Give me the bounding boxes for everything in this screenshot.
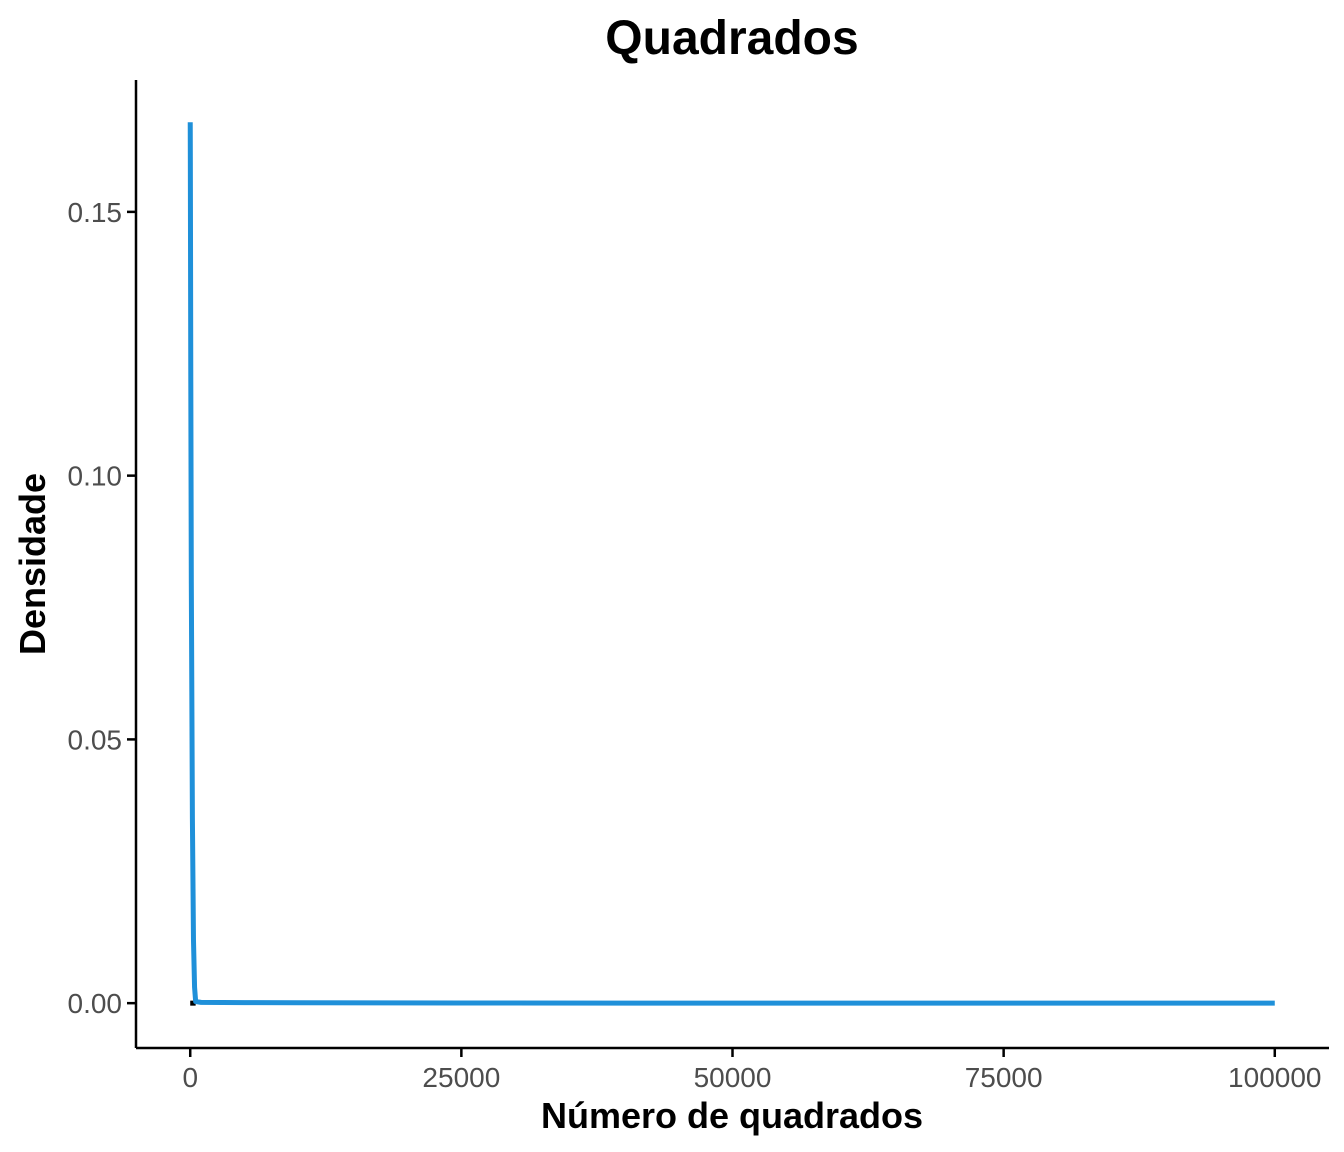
y-tick-label: 0.10 (68, 461, 123, 492)
x-ticks: 0 25000 50000 75000 100000 (182, 1048, 1321, 1093)
y-ticks: 0.00 0.05 0.10 0.15 (68, 197, 136, 1019)
x-axis-title: Número de quadrados (541, 1095, 923, 1136)
chart-title: Quadrados (605, 12, 858, 65)
x-tick-label: 25000 (422, 1062, 500, 1093)
axes (134, 80, 1329, 1050)
x-tick-label: 75000 (965, 1062, 1043, 1093)
density-line (187, 122, 1275, 1006)
y-axis-title: Densidade (12, 473, 53, 655)
x-tick-label: 100000 (1228, 1062, 1321, 1093)
x-tick-label: 0 (182, 1062, 198, 1093)
y-tick-label: 0.00 (68, 988, 123, 1019)
y-tick-label: 0.15 (68, 197, 123, 228)
x-tick-label: 50000 (694, 1062, 772, 1093)
y-tick-label: 0.05 (68, 724, 123, 755)
plot-area (187, 122, 1275, 1006)
